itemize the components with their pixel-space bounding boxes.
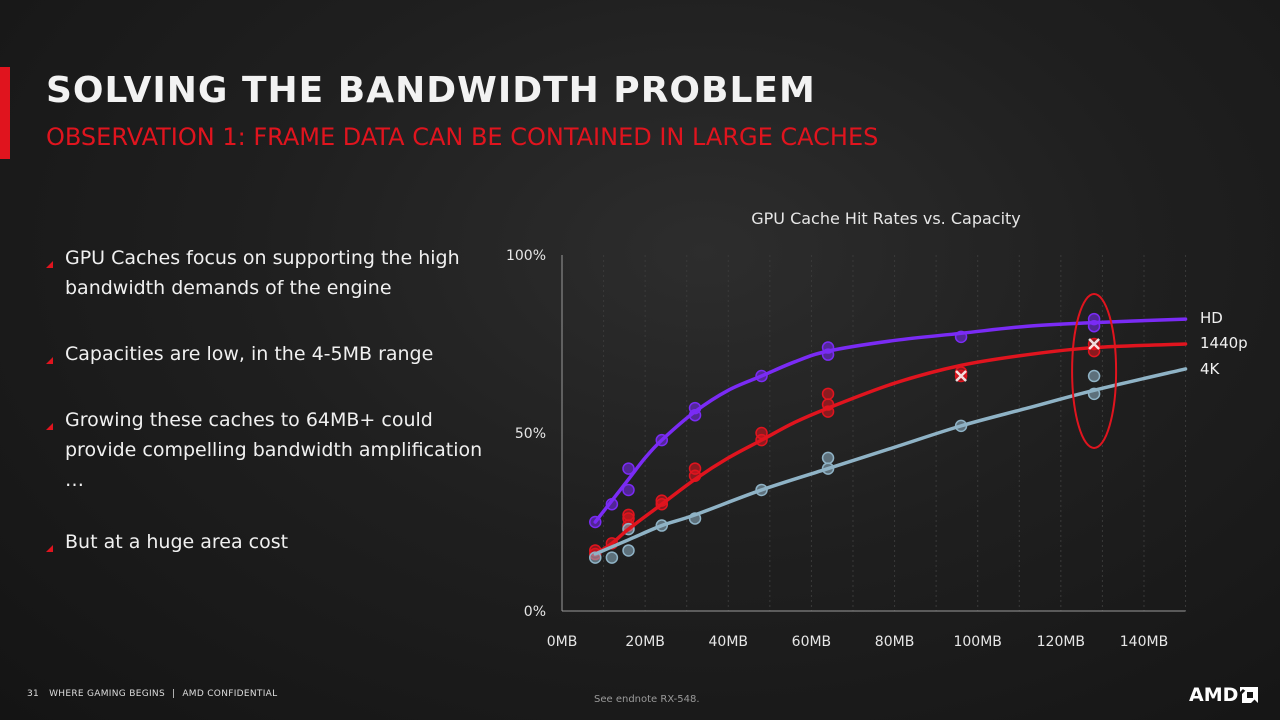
bullet-text: Capacities are low, in the 4-5MB range <box>65 343 434 365</box>
y-tick-label: 50% <box>515 426 546 442</box>
series-label: HD <box>1200 309 1223 327</box>
bullet-item: GPU Caches focus on supporting the high … <box>46 243 495 303</box>
x-tick-label: 20MB <box>625 634 665 650</box>
bullet-triangle-icon <box>46 357 53 364</box>
data-point <box>821 451 835 465</box>
cross-marker <box>1088 338 1100 350</box>
logo-text: AMD <box>1189 684 1239 706</box>
x-tick-label: 60MB <box>792 634 832 650</box>
bullet-text: But at a huge area cost <box>65 531 289 553</box>
bullet-triangle-icon <box>46 545 53 552</box>
slide-subtitle: OBSERVATION 1: FRAME DATA CAN BE CONTAIN… <box>46 123 879 151</box>
data-point <box>688 462 702 475</box>
series-line <box>593 317 1188 524</box>
footer-confidential: AMD CONFIDENTIAL <box>182 689 278 699</box>
title-accent-bar <box>0 67 10 159</box>
data-point <box>622 544 635 557</box>
page-number: 31 <box>27 689 40 699</box>
footer-left: 31 WHERE GAMING BEGINS | AMD CONFIDENTIAL <box>27 689 277 699</box>
x-tick-label: 0MB <box>547 634 578 650</box>
y-tick-label: 100% <box>506 248 546 264</box>
x-tick-label: 80MB <box>875 634 915 650</box>
amd-arrow-icon <box>1240 687 1259 703</box>
footer-separator: | <box>171 689 176 699</box>
data-point <box>821 387 835 401</box>
bullet-item: Growing these caches to 64MB+ could prov… <box>46 405 495 495</box>
bullet-triangle-icon <box>46 423 53 430</box>
slide-title: SOLVING THE BANDWIDTH PROBLEM <box>46 70 816 111</box>
bullet-item: Capacities are low, in the 4-5MB range <box>46 339 495 369</box>
amd-logo: AMD <box>1189 684 1259 706</box>
highlight-ellipse <box>1071 293 1118 449</box>
x-tick-label: 40MB <box>709 634 749 650</box>
series-line <box>593 367 1188 556</box>
data-point <box>622 483 635 497</box>
data-point <box>1087 369 1101 383</box>
series-line <box>593 342 1188 556</box>
series-label: 4K <box>1200 360 1221 378</box>
bullet-triangle-icon <box>46 261 53 268</box>
cross-marker <box>955 370 967 382</box>
chart-title: GPU Cache Hit Rates vs. Capacity <box>751 209 1021 228</box>
bullet-text: Growing these caches to 64MB+ could prov… <box>65 409 483 491</box>
x-tick-label: 100MB <box>953 634 1001 650</box>
footer-tagline: WHERE GAMING BEGINS <box>49 689 165 699</box>
series-label: 1440p <box>1200 334 1248 352</box>
data-point <box>605 551 619 564</box>
y-tick-label: 0% <box>524 604 546 620</box>
endnote: See endnote RX-548. <box>594 694 700 705</box>
x-tick-label: 120MB <box>1037 634 1085 650</box>
bullet-item: But at a huge area cost <box>46 527 495 557</box>
data-point <box>622 508 635 522</box>
bullet-text: GPU Caches focus on supporting the high … <box>65 247 460 299</box>
data-point <box>622 462 635 475</box>
x-tick-label: 140MB <box>1120 634 1168 650</box>
